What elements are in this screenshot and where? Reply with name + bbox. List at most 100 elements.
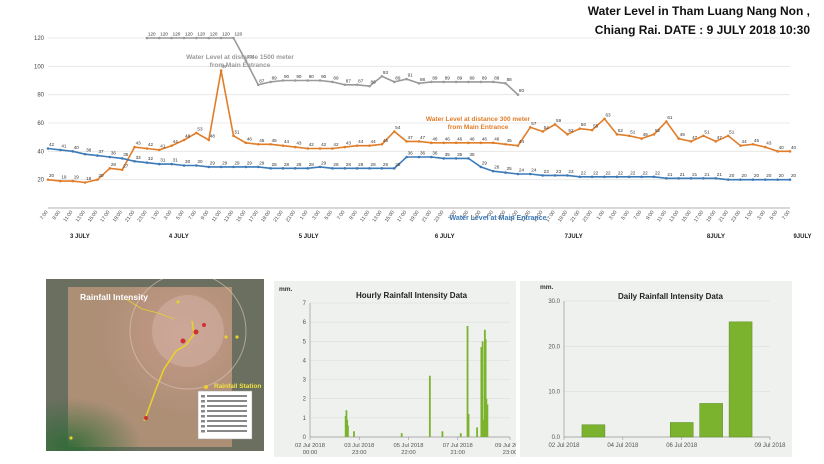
data-point (665, 176, 668, 180)
data-point (504, 82, 507, 85)
data-label: 35 (123, 152, 129, 157)
data-label: 30 (197, 159, 203, 164)
data-label: 20 (766, 173, 772, 178)
data-point (504, 171, 507, 174)
data-point (491, 169, 495, 173)
data-label: 35 (445, 152, 451, 157)
x-tick-label: 7:00 (484, 210, 495, 222)
data-label: 28 (272, 162, 278, 167)
data-point (714, 176, 718, 180)
data-label: 35 (469, 152, 475, 157)
x-tick-label: 9:00 (497, 210, 508, 222)
hourly-y-tick: 7 (303, 301, 307, 307)
data-label: 21 (692, 172, 698, 177)
hourly-x-tick-time: 23:00 (352, 450, 367, 456)
x-tick-label: 3:00 (163, 210, 174, 222)
data-label: 33 (136, 155, 142, 160)
data-label: 90 (296, 74, 302, 79)
data-point (417, 155, 421, 159)
data-label: 37 (98, 149, 104, 154)
data-point (195, 36, 198, 40)
data-point (479, 165, 483, 169)
data-label: 87 (358, 78, 364, 83)
data-point (454, 80, 458, 84)
daily-rain-bar (699, 403, 723, 438)
data-label: 91 (408, 73, 414, 78)
daily-rain-bar (581, 424, 606, 438)
data-label: 89 (432, 75, 438, 80)
hourly-rain-bar (482, 419, 485, 437)
data-label: 31 (160, 158, 166, 163)
data-label: 40 (779, 145, 785, 150)
data-point (281, 167, 285, 170)
data-point (442, 80, 446, 84)
data-point (306, 147, 310, 150)
data-label: 97 (222, 64, 228, 69)
x-tick-label: 5:00 (324, 210, 335, 222)
date-label: 9JULY (793, 234, 811, 240)
data-label: 55 (593, 124, 599, 129)
data-label: 89 (457, 75, 463, 80)
data-point (195, 131, 198, 135)
data-point (355, 167, 359, 170)
data-label: 20 (742, 173, 748, 178)
data-label: 29 (247, 160, 253, 165)
data-point (318, 79, 322, 82)
x-tick-label: 1:00 (299, 210, 310, 222)
daily-chart-title: Daily Rainfall Intensity Data (618, 292, 723, 301)
x-tick-label: 11:00 (656, 210, 668, 224)
x-tick-label: 15:00 (87, 210, 99, 224)
hourly-rain-bar (486, 404, 489, 437)
date-label: 4 JULY (169, 234, 189, 240)
data-label: 43 (346, 141, 352, 146)
data-point (454, 157, 458, 160)
data-point (294, 167, 297, 170)
data-point (627, 175, 631, 179)
x-tick-label: 13:00 (75, 210, 87, 224)
data-point (331, 167, 334, 170)
data-label: 56 (581, 122, 587, 127)
data-point (46, 178, 50, 181)
x-tick-label: 3:00 (608, 210, 619, 222)
hourly-y-unit: mm. (279, 286, 293, 293)
y-tick-label: 100 (34, 64, 45, 70)
data-label: 52 (618, 128, 624, 133)
data-point (689, 176, 693, 180)
data-point (281, 144, 285, 147)
data-point (652, 133, 656, 136)
data-label: 42 (333, 142, 339, 147)
data-label: 120 (160, 32, 168, 37)
hourly-rain-bar (441, 431, 444, 437)
data-label: 18 (86, 176, 92, 181)
x-tick-label: 1:00 (596, 210, 607, 222)
x-tick-label: 1:00 (447, 210, 458, 222)
hourly-rain-bar (428, 375, 431, 437)
data-label: 45 (259, 138, 265, 143)
daily-y-tick: 30.0 (548, 299, 560, 305)
data-label: 28 (395, 162, 401, 167)
hourly-x-tick-time: 23:00 (503, 450, 516, 456)
data-point (763, 178, 767, 181)
data-point (108, 155, 112, 159)
data-label: 20 (98, 173, 104, 178)
data-label: 25 (507, 166, 513, 171)
data-label: 38 (86, 148, 92, 153)
data-point (491, 80, 495, 84)
data-label: 53 (197, 126, 203, 131)
data-point (232, 165, 235, 169)
data-point (430, 141, 433, 145)
data-label: 22 (618, 170, 624, 175)
label-300m-line1: Water Level at distance 300 meter (426, 116, 531, 123)
data-point (133, 145, 136, 149)
data-label: 104 (247, 54, 255, 59)
data-point (158, 148, 161, 152)
x-tick-label: 7:00 (781, 210, 792, 222)
date-label: 8JULY (707, 234, 725, 240)
x-tick-label: 9:00 (200, 210, 211, 222)
data-label: 22 (655, 170, 661, 175)
data-label: 88 (507, 77, 513, 82)
data-point (430, 155, 433, 159)
data-label: 28 (111, 162, 117, 167)
data-label: 51 (729, 129, 735, 134)
data-point (306, 79, 310, 82)
